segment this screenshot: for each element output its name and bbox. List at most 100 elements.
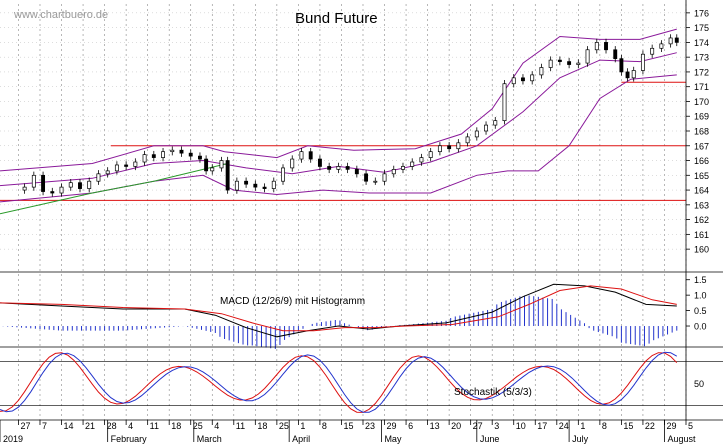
candle-body (68, 182, 73, 188)
x-tick-label: 8 (602, 421, 607, 431)
candle-body (625, 71, 630, 79)
month-label: February (111, 434, 148, 444)
candle-body (613, 49, 618, 59)
candle-body (78, 182, 82, 189)
price-tick-label: 167 (694, 141, 709, 151)
candle-body (604, 42, 608, 51)
month-label: August (667, 434, 696, 444)
candle-body (674, 37, 679, 43)
price-tick-label: 166 (694, 156, 709, 166)
macd-signal-line (0, 285, 677, 332)
x-tick-label: 11 (150, 421, 159, 431)
candle-body (345, 166, 350, 170)
candle-body (290, 158, 295, 169)
candle-body (281, 167, 285, 182)
candle-body (299, 151, 304, 160)
candle-body (188, 152, 193, 157)
month-label: July (572, 434, 589, 444)
x-tick-label: 4 (128, 421, 133, 431)
candle-body (585, 49, 590, 64)
candle-body (151, 154, 156, 158)
price-tick-label: 164 (694, 186, 709, 196)
month-label: April (292, 434, 310, 444)
macd-tick-label: 1.0 (694, 291, 707, 301)
candle-body (244, 180, 249, 185)
x-tick-label: 20 (451, 421, 461, 431)
stochastic-k-line (0, 352, 678, 413)
price-tick-label: 160 (694, 245, 709, 255)
macd-tick-label: 0.5 (694, 306, 707, 316)
macd-label: MACD (12/26/9) mit Histogramm (220, 296, 365, 307)
x-tick-label: 11 (236, 421, 245, 431)
x-tick-label: 15 (343, 421, 353, 431)
candle-body (456, 142, 461, 150)
candle-body (204, 158, 209, 172)
candle-body (502, 83, 507, 122)
x-tick-label: 24 (559, 421, 569, 431)
candle-body (428, 151, 433, 158)
candle-body (142, 154, 147, 163)
x-tick-label: 1 (580, 421, 585, 431)
candle-body (133, 161, 138, 167)
candle-body (493, 120, 498, 126)
price-tick-label: 169 (694, 112, 709, 122)
price-tick-label: 172 (694, 67, 709, 77)
candle-body (96, 173, 101, 182)
price-tick-label: 175 (694, 23, 709, 33)
candle-body (511, 77, 516, 85)
x-tick-label: 18 (171, 421, 181, 431)
candle-body (465, 136, 470, 144)
price-tick-label: 170 (694, 97, 709, 107)
candle-body (219, 160, 224, 169)
candle-body (105, 170, 110, 175)
candle-body (114, 164, 119, 172)
candle-body (447, 145, 452, 150)
candle-body (373, 180, 378, 183)
price-tick-label: 162 (694, 215, 709, 225)
price-tick-label: 174 (694, 38, 709, 48)
x-tick-label: 17 (537, 421, 547, 431)
candle-body (484, 124, 488, 132)
candle-body (668, 37, 673, 45)
candle-body (271, 180, 276, 189)
month-label: 2019 (3, 434, 23, 444)
price-tick-label: 173 (694, 53, 709, 63)
candle-body (124, 164, 129, 167)
candle-body (539, 67, 544, 76)
candle-body (410, 161, 415, 167)
candle-body (548, 59, 553, 68)
x-tick-label: 5 (688, 421, 693, 431)
candle-body (31, 174, 36, 188)
macd-panel (0, 283, 678, 349)
x-tick-label: 22 (645, 421, 655, 431)
x-tick-label: 28 (107, 421, 117, 431)
x-tick-label: 1 (300, 421, 305, 431)
x-tick-label: 27 (20, 421, 30, 431)
candle-body (170, 149, 175, 153)
bollinger-lower (0, 74, 677, 203)
candle-body (364, 173, 369, 182)
macd-line (0, 283, 677, 338)
candle-body (87, 180, 92, 189)
candle-body (650, 47, 655, 55)
candle-body (631, 70, 636, 79)
candle-body (327, 166, 332, 170)
candle-body (198, 155, 202, 160)
x-tick-label: 25 (279, 421, 289, 431)
x-tick-label: 25 (193, 421, 203, 431)
price-panel (0, 28, 686, 215)
stochastic-d-line (0, 351, 678, 413)
candle-body (22, 186, 27, 191)
x-tick-label: 18 (257, 421, 267, 431)
candle-body (41, 174, 46, 192)
stochastic-tick-label: 50 (694, 379, 704, 389)
macd-tick-label: 1.5 (694, 275, 707, 285)
x-tick-label: 8 (322, 421, 327, 431)
x-tick-label: 15 (623, 421, 633, 431)
x-tick-label: 3 (494, 421, 499, 431)
x-tick-label: 14 (64, 421, 74, 431)
candle-body (567, 61, 572, 65)
candle-body (336, 166, 341, 170)
candle-body (253, 183, 258, 188)
